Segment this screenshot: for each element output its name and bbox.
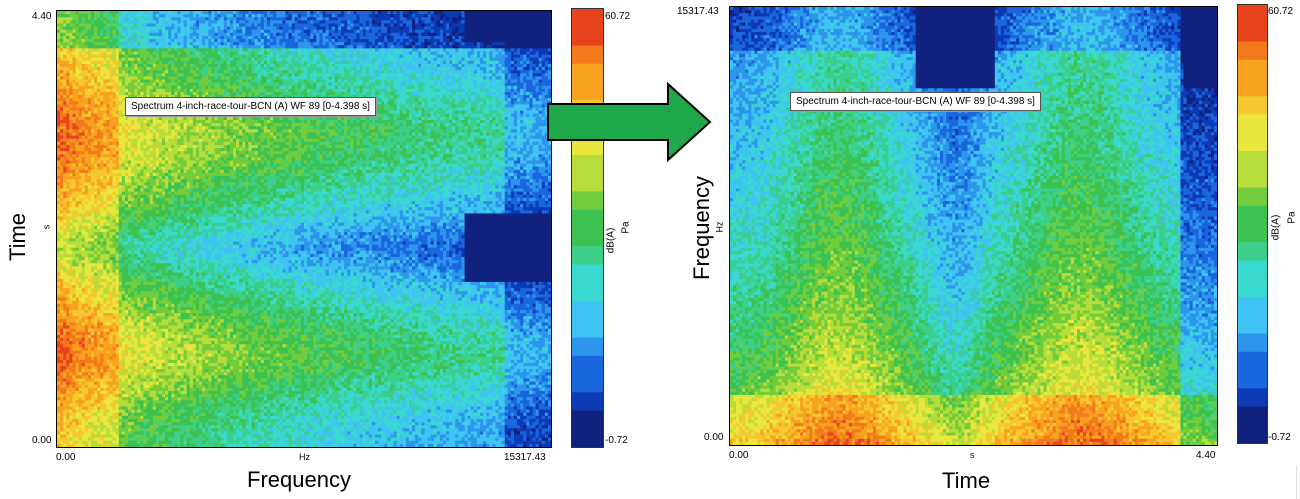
- right-plot-area: [729, 6, 1218, 446]
- colorbar-swatch: [1238, 23, 1267, 42]
- left-colorbar-max: 60.72: [605, 11, 630, 22]
- colorbar-swatch: [572, 82, 603, 101]
- colorbar-swatch: [572, 337, 603, 357]
- colorbar-swatch: [1238, 114, 1267, 134]
- colorbar-swatch: [1238, 132, 1267, 152]
- right-arrow-icon: [546, 81, 712, 163]
- colorbar-swatch: [572, 282, 603, 302]
- left-plot-area: [56, 10, 552, 448]
- colorbar-swatch: [1238, 370, 1267, 389]
- right-y-axis-title: Frequency: [689, 176, 715, 280]
- right-x-tick-min: 0.00: [729, 450, 748, 461]
- colorbar-swatch: [572, 374, 603, 393]
- colorbar-swatch: [572, 319, 603, 338]
- colorbar-swatch: [572, 410, 603, 430]
- colorbar-swatch: [572, 45, 603, 65]
- left-y-axis-title: Time: [5, 213, 31, 261]
- colorbar-swatch: [1238, 315, 1267, 334]
- left-x-tick-min: 0.00: [56, 452, 75, 463]
- left-x-axis-title: Frequency: [247, 467, 351, 493]
- colorbar-swatch: [572, 301, 603, 320]
- left-x-unit: Hz: [299, 452, 310, 462]
- right-colorbar-unit: Pa: [1287, 211, 1298, 223]
- colorbar-swatch: [572, 173, 603, 192]
- colorbar-swatch: [1238, 151, 1267, 170]
- left-y-tick-min: 0.00: [32, 435, 51, 446]
- colorbar-swatch: [1238, 351, 1267, 371]
- colorbar-swatch: [1238, 5, 1267, 24]
- colorbar-swatch: [1238, 278, 1267, 298]
- colorbar-swatch: [1238, 424, 1267, 443]
- right-colorbar-label: dB(A): [1270, 215, 1281, 241]
- right-x-tick-max: 4.40: [1196, 450, 1215, 461]
- colorbar-swatch: [572, 191, 603, 211]
- left-colorbar-label: dB(A): [605, 228, 616, 254]
- colorbar-swatch: [1238, 41, 1267, 61]
- colorbar-swatch: [1238, 96, 1267, 115]
- colorbar-swatch: [572, 428, 603, 447]
- right-colorbar-min: -0.72: [1268, 432, 1291, 443]
- right-y-tick-min: 0.00: [704, 432, 723, 443]
- right-colorbar: [1237, 4, 1268, 444]
- colorbar-swatch: [1238, 333, 1267, 353]
- colorbar-swatch: [1238, 187, 1267, 207]
- right-edge-divider: [1296, 466, 1297, 499]
- right-colorbar-max: 60.72: [1268, 6, 1293, 17]
- left-chart-title: Spectrum 4-inch-race-tour-BCN (A) WF 89 …: [125, 97, 376, 116]
- colorbar-swatch: [1238, 260, 1267, 280]
- right-y-unit: Hz: [715, 222, 725, 233]
- left-y-unit: s: [41, 225, 51, 230]
- colorbar-swatch: [1238, 297, 1267, 316]
- colorbar-swatch: [572, 355, 603, 375]
- colorbar-swatch: [1238, 388, 1267, 407]
- colorbar-swatch: [572, 209, 603, 229]
- colorbar-swatch: [572, 9, 603, 28]
- colorbar-swatch: [572, 392, 603, 411]
- colorbar-swatch: [1238, 406, 1267, 426]
- colorbar-swatch: [572, 228, 603, 247]
- colorbar-swatch: [1238, 224, 1267, 243]
- colorbar-swatch: [1238, 59, 1267, 79]
- colorbar-swatch: [1238, 78, 1267, 97]
- left-y-tick-max: 4.40: [32, 11, 51, 22]
- left-colorbar: [571, 8, 604, 448]
- colorbar-swatch: [572, 264, 603, 284]
- left-spectrogram: [57, 11, 551, 447]
- colorbar-swatch: [1238, 205, 1267, 225]
- left-colorbar-min: -0.72: [605, 435, 628, 446]
- right-x-axis-title: Time: [942, 468, 990, 494]
- right-chart-title: Spectrum 4-inch-race-tour-BCN (A) WF 89 …: [790, 92, 1041, 111]
- colorbar-swatch: [572, 63, 603, 83]
- colorbar-swatch: [1238, 169, 1267, 188]
- right-spectrogram: [730, 7, 1217, 445]
- colorbar-swatch: [572, 136, 603, 156]
- left-x-tick-max: 15317.43: [504, 452, 546, 463]
- colorbar-swatch: [572, 27, 603, 46]
- colorbar-swatch: [1238, 242, 1267, 261]
- left-colorbar-unit: Pa: [621, 221, 632, 233]
- right-y-tick-max: 15317.43: [677, 6, 719, 17]
- right-x-unit: s: [970, 450, 975, 460]
- colorbar-swatch: [572, 246, 603, 265]
- colorbar-swatch: [572, 155, 603, 174]
